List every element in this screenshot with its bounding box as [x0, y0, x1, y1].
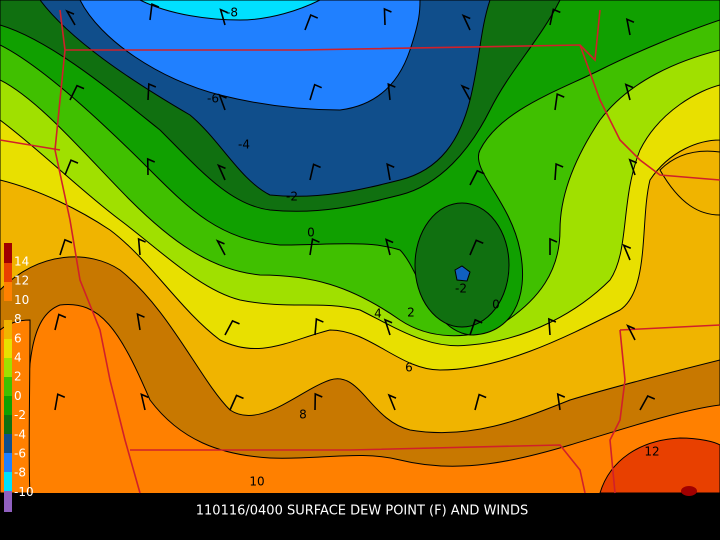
legend-label: 2: [14, 370, 22, 384]
wind-barb: [383, 318, 393, 336]
legend-label: 8: [14, 312, 22, 326]
contour-label: 10: [249, 475, 264, 489]
wind-barb: [309, 83, 322, 101]
wind-barb: [218, 93, 227, 111]
wind-barb: [549, 237, 558, 255]
wind-barb: [64, 159, 79, 176]
wind-barb: [628, 158, 638, 176]
wind-barb: [625, 17, 635, 36]
legend: [4, 243, 12, 512]
wind-barb: [554, 93, 565, 111]
wind-barb: [624, 83, 634, 101]
wind-barb: [309, 163, 321, 181]
contour-label: 0: [307, 226, 315, 240]
contour-label: 2: [407, 306, 415, 320]
wind-barb: [622, 243, 632, 261]
legend-label: 0: [14, 389, 22, 403]
wind-barb: [469, 239, 484, 256]
wind-barb: [314, 392, 323, 411]
contour-label: 0: [492, 298, 500, 312]
wind-barb: [136, 312, 145, 331]
wind-barb: [386, 162, 395, 181]
contour-label: 4: [374, 307, 382, 321]
band-14: [681, 486, 697, 496]
contour-label: -2: [286, 190, 298, 204]
wind-barb: [69, 84, 85, 101]
legend-label: -8: [14, 466, 26, 480]
contour-label: -6: [207, 92, 219, 106]
wind-barb: [556, 392, 566, 411]
wind-barb: [149, 2, 160, 21]
contour-label: -4: [238, 138, 250, 152]
wind-barb: [54, 393, 66, 411]
wind-barb: [304, 13, 319, 31]
legend-label: -4: [14, 427, 26, 441]
wind-barb: [229, 394, 244, 411]
wind-barb: [146, 157, 156, 176]
contour-labels: -8 -6 -4 -2 0 4 2 -2 0 6 8 10 12: [207, 6, 660, 489]
wind-barb: [215, 239, 226, 256]
legend-label: 12: [14, 274, 29, 288]
wind-barb: [54, 313, 67, 331]
wind-barbs: [54, 2, 656, 411]
wind-barb: [224, 319, 240, 336]
wind-barb: [460, 84, 471, 101]
legend-label: -2: [14, 408, 26, 422]
state-borders: [0, 9, 720, 494]
contour-label: 8: [299, 408, 307, 422]
wind-barb: [219, 8, 228, 26]
wind-barb: [65, 9, 76, 26]
wind-barb: [469, 318, 483, 336]
band-6-8-right: [659, 150, 720, 216]
legend-label: 14: [14, 255, 29, 269]
contour-label: 12: [644, 445, 659, 459]
wind-barb: [59, 238, 73, 256]
low-center: [454, 265, 471, 282]
dewpoint-field: [0, 0, 720, 496]
legend-label: -6: [14, 447, 26, 461]
contour-label: -2: [455, 282, 467, 296]
wind-barb: [147, 82, 157, 101]
wind-barb: [461, 13, 471, 31]
wind-barb: [549, 8, 561, 26]
band-below-minus8: [139, 0, 321, 21]
wind-barb: [383, 7, 392, 26]
wind-barb: [474, 393, 487, 411]
legend-label: 6: [14, 331, 22, 345]
wind-barb: [626, 324, 636, 341]
wind-barb: [384, 238, 394, 256]
legend-labels: 14 12 10 8 6 4 2 0 -2 -4 -6 -8 -10: [14, 255, 34, 499]
low-bubble: [414, 202, 510, 328]
band-minus8-minus6: [79, 0, 421, 111]
wind-barb: [314, 317, 324, 336]
wind-barb: [469, 169, 485, 186]
legend-label: 10: [14, 293, 29, 307]
wind-barb: [547, 317, 557, 336]
contour-label: -8: [226, 6, 238, 20]
wind-barb: [639, 394, 656, 411]
legend-label: -10: [14, 485, 34, 499]
legend-label: 4: [14, 351, 22, 365]
wind-barb: [137, 237, 146, 256]
wind-barb: [387, 393, 397, 411]
wind-barb: [216, 163, 226, 181]
contour-label: 6: [405, 361, 413, 375]
wind-barb: [309, 238, 320, 256]
wind-barb: [554, 162, 564, 181]
wind-barb: [140, 393, 149, 411]
map-caption: 110116/0400 SURFACE DEW POINT (F) AND WI…: [196, 504, 529, 519]
wind-barb: [387, 82, 396, 101]
